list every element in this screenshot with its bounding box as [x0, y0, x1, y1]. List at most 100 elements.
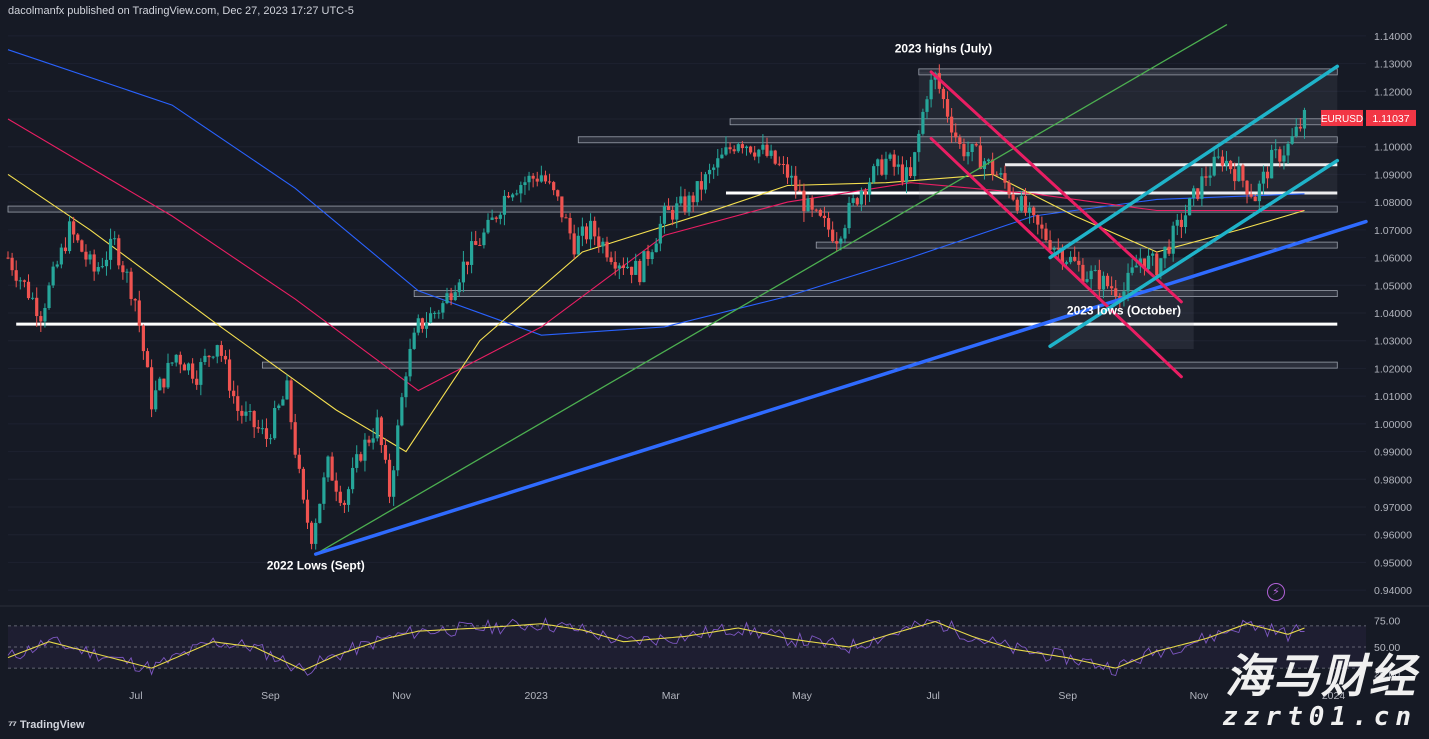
price-tick-label: 0.98000 [1374, 474, 1412, 486]
candle-body [564, 217, 568, 219]
candle-body [326, 456, 330, 478]
candle-body [1093, 269, 1097, 271]
candle-body [408, 348, 412, 377]
candle-body [1253, 196, 1257, 202]
candle-body [1187, 198, 1192, 216]
candle-body [822, 215, 827, 219]
candle-body [543, 175, 548, 182]
watermark-chinese: 海马财经 [1225, 649, 1417, 703]
candle-body [428, 313, 433, 323]
candle-body [6, 257, 10, 259]
candle-body [539, 175, 543, 182]
candle-body [1171, 225, 1175, 254]
candle-body [199, 362, 203, 385]
candle-body [1270, 149, 1274, 179]
candle-body [404, 376, 408, 398]
candle-body [880, 159, 884, 175]
candle-body [724, 147, 728, 155]
ma-yellow [7, 173, 1305, 453]
candle-body [338, 491, 342, 503]
candle-body [1130, 267, 1134, 273]
candle-body [991, 159, 995, 175]
price-tick-label: 0.94000 [1374, 585, 1412, 597]
level-zone [918, 68, 1338, 76]
candle-body [236, 396, 240, 411]
candle-body [958, 137, 962, 145]
candle-body [781, 164, 786, 166]
candle-body [244, 411, 248, 416]
candle-body [523, 182, 527, 186]
candle-body [511, 194, 515, 198]
candle-body [273, 407, 277, 439]
price-tick-label: 0.95000 [1374, 557, 1412, 569]
candle-body [839, 238, 843, 244]
candle-body [699, 181, 703, 190]
candle-body [876, 159, 880, 167]
candle-body [904, 167, 909, 183]
candle-body [449, 293, 453, 301]
candle-body [502, 195, 507, 215]
level-zone [261, 361, 1338, 369]
candle-body [634, 260, 638, 275]
candle-body [609, 257, 613, 263]
candle-body [601, 241, 605, 247]
candle-body [962, 144, 966, 157]
candle-body [240, 410, 244, 416]
candle-body [552, 182, 556, 191]
candle-body [1208, 175, 1212, 178]
candle-body [630, 266, 634, 275]
candle-body [441, 303, 445, 313]
candle-body [1237, 165, 1241, 182]
candle-body [1146, 255, 1151, 270]
candle-body [346, 489, 351, 505]
ma-red [7, 118, 1305, 392]
candle-body [1122, 291, 1126, 301]
candle-body [847, 202, 851, 229]
watermark: 海马财经 zzrt01.cn [1222, 640, 1417, 732]
candle-body [720, 154, 724, 159]
candle-body [1011, 194, 1015, 200]
price-tick-label: 1.03000 [1374, 336, 1412, 348]
candle-body [1044, 228, 1048, 241]
trend-line-cyan_upper [1048, 64, 1340, 260]
candle-body [908, 167, 913, 177]
candle-body [72, 221, 76, 235]
last-price-label: 1.11037 [1372, 113, 1409, 125]
level-zone [577, 136, 1338, 144]
price-tick-label: 0.96000 [1374, 530, 1412, 542]
candle-body [695, 181, 699, 203]
candle-body [593, 220, 597, 237]
candle-body [92, 254, 96, 272]
lightning-icon[interactable]: ⚡ [1267, 583, 1285, 601]
candle-body [330, 456, 334, 481]
price-tick-label: 0.97000 [1374, 502, 1412, 514]
candle-body [1007, 182, 1011, 195]
candle-body [1183, 215, 1188, 228]
candle-body [1192, 188, 1196, 199]
candle-body [227, 359, 232, 391]
price-tick-label: 1.08000 [1374, 197, 1412, 209]
candle-body [482, 232, 486, 246]
trend-line-blue_trend [313, 219, 1368, 556]
candle-body [568, 217, 572, 234]
candle-body [625, 266, 630, 268]
candle-body [59, 247, 63, 265]
candle-body [605, 241, 609, 258]
candle-body [794, 175, 798, 191]
candle-body [1052, 248, 1056, 250]
time-axis: Jul Sep Nov 2023 Mar May Jul Sep Nov 2024 [129, 690, 1345, 702]
candle-body [264, 428, 269, 439]
candle-body [995, 174, 999, 176]
candle-body [1126, 272, 1130, 292]
candle-body [892, 154, 896, 167]
candle-body [145, 351, 150, 368]
time-tick-label: Mar [662, 690, 681, 702]
candle-body [1138, 258, 1142, 266]
candle-body [375, 417, 379, 439]
candle-body [769, 150, 773, 156]
candle-body [162, 378, 166, 388]
candle-body [1085, 279, 1089, 282]
candle-body [80, 240, 84, 252]
ma-blue [7, 49, 1305, 336]
tradingview-brand[interactable]: ⁷⁷ TradingView [8, 718, 85, 732]
